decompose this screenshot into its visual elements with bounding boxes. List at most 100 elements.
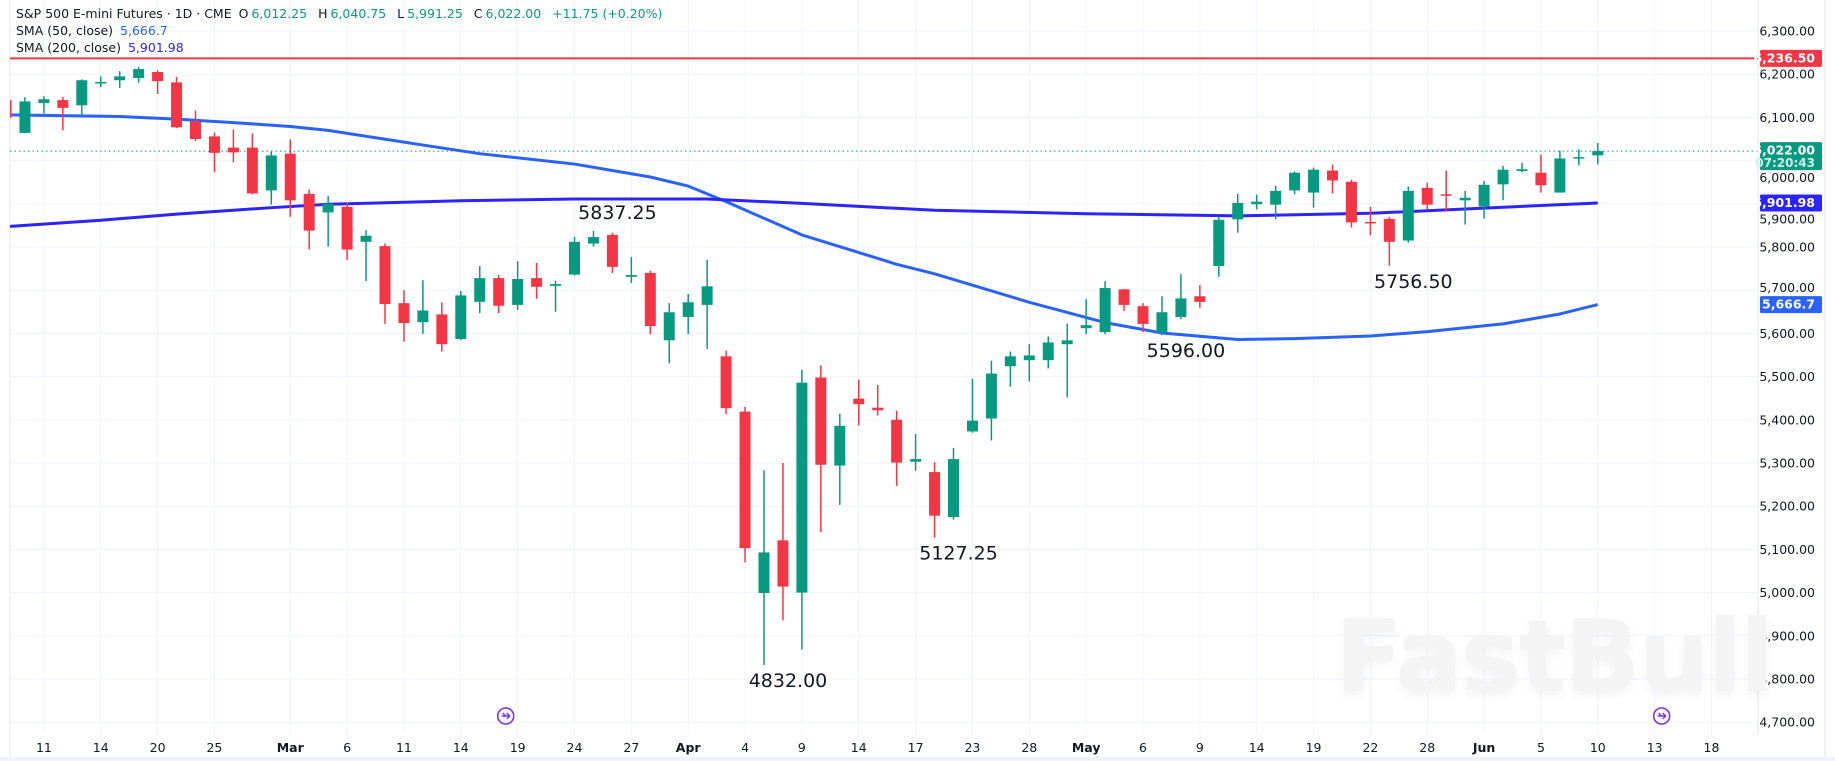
candle[interactable] — [76, 79, 88, 116]
candle[interactable] — [1042, 336, 1054, 369]
candle[interactable] — [322, 196, 334, 247]
candle[interactable] — [227, 129, 239, 163]
sma200-line[interactable] — [6, 197, 1598, 228]
candle[interactable] — [1440, 170, 1452, 212]
candle[interactable] — [379, 243, 391, 324]
candle[interactable] — [133, 66, 145, 83]
sma50-price-tag: 5,666.7 — [1760, 296, 1822, 314]
event-arrow-icon[interactable] — [496, 707, 515, 725]
candle[interactable] — [38, 96, 50, 114]
candle[interactable] — [1175, 274, 1187, 320]
candle[interactable] — [152, 70, 164, 95]
candle[interactable] — [587, 230, 599, 247]
candle[interactable] — [303, 189, 315, 250]
candle[interactable] — [796, 369, 808, 650]
candle[interactable] — [1023, 344, 1035, 382]
candle[interactable] — [417, 280, 429, 334]
candle[interactable] — [758, 470, 770, 666]
candle[interactable] — [815, 365, 827, 533]
candle[interactable] — [265, 151, 277, 205]
candle[interactable] — [1535, 154, 1547, 193]
candle[interactable] — [284, 139, 296, 217]
candle[interactable] — [1213, 216, 1225, 277]
candle[interactable] — [966, 378, 978, 433]
candle[interactable] — [720, 350, 732, 415]
candle[interactable] — [1554, 150, 1566, 193]
candle[interactable] — [550, 280, 562, 312]
candle[interactable] — [872, 384, 884, 416]
candle[interactable] — [853, 379, 865, 426]
candle[interactable] — [398, 290, 410, 342]
candle[interactable] — [1289, 171, 1301, 195]
candle[interactable] — [929, 462, 941, 538]
candle[interactable] — [1383, 216, 1395, 266]
event-arrow-icon[interactable] — [1652, 707, 1671, 725]
candle[interactable] — [1137, 303, 1149, 333]
candle[interactable] — [190, 110, 201, 142]
candle[interactable] — [891, 410, 903, 486]
candle[interactable] — [1308, 167, 1320, 208]
candle[interactable] — [1592, 142, 1604, 165]
sma50-line[interactable] — [6, 113, 1599, 341]
symbol-ohlc-row[interactable]: S&P 500 E-mini Futures · 1D · CME O 6,012… — [16, 5, 669, 22]
candle[interactable] — [208, 132, 220, 173]
candle[interactable] — [1118, 288, 1130, 311]
candle[interactable] — [1080, 299, 1092, 335]
candle[interactable] — [171, 76, 183, 129]
indicator-sma50[interactable]: SMA (50, close) 5,666.7 — [16, 22, 669, 39]
candle[interactable] — [569, 237, 580, 276]
candle[interactable] — [1478, 180, 1490, 219]
candle[interactable] — [1061, 323, 1073, 398]
candle[interactable] — [512, 261, 524, 311]
candle[interactable] — [1270, 185, 1282, 220]
candle[interactable] — [663, 303, 675, 364]
candle[interactable] — [948, 447, 959, 520]
candle[interactable] — [474, 266, 486, 314]
candle[interactable] — [246, 133, 258, 195]
candle[interactable] — [910, 434, 922, 471]
candle[interactable] — [1156, 296, 1168, 336]
candle[interactable] — [1099, 281, 1111, 335]
candle[interactable] — [114, 71, 126, 89]
candle[interactable] — [1497, 165, 1509, 201]
candle[interactable] — [739, 406, 751, 563]
candle[interactable] — [57, 97, 69, 131]
candle[interactable] — [95, 76, 107, 88]
candle[interactable] — [1194, 285, 1206, 308]
candle[interactable] — [777, 463, 789, 621]
candle-body — [1364, 221, 1376, 224]
candle[interactable] — [701, 259, 713, 349]
candle[interactable] — [1573, 149, 1585, 166]
candle[interactable] — [1421, 182, 1433, 210]
candle[interactable] — [1459, 190, 1471, 225]
candle[interactable] — [1364, 206, 1376, 236]
candle-body — [76, 80, 88, 106]
candle[interactable] — [625, 256, 637, 283]
candle[interactable] — [19, 97, 31, 133]
candle[interactable] — [1345, 179, 1357, 228]
indicator-sma200[interactable]: SMA (200, close) 5,901.98 — [16, 39, 669, 56]
candle[interactable] — [531, 262, 543, 299]
candle[interactable] — [644, 270, 656, 335]
candle[interactable] — [1, 99, 12, 119]
plot-area[interactable]: 5837.25 4832.00 5127.25 5596.00 5756.50 — [1, 57, 1759, 692]
candle[interactable] — [1516, 162, 1528, 173]
price-axis[interactable]: 6,300.00 6,200.00 6,100.00 6,000.00 5,900.00… — [1759, 24, 1815, 730]
candle-body — [1345, 181, 1357, 223]
candle[interactable] — [1004, 351, 1016, 387]
candle[interactable] — [606, 232, 618, 273]
candle[interactable] — [493, 275, 505, 314]
candle[interactable] — [1402, 186, 1414, 243]
candle[interactable] — [1232, 193, 1244, 233]
candle[interactable] — [341, 202, 353, 260]
candle[interactable] — [1327, 164, 1338, 194]
candle[interactable] — [682, 294, 694, 335]
candle[interactable] — [455, 291, 467, 340]
candle[interactable] — [436, 302, 448, 352]
candle[interactable] — [360, 230, 372, 282]
candle[interactable] — [834, 413, 846, 505]
candle[interactable] — [985, 360, 997, 441]
time-axis[interactable]: 11 14 20 25 Mar 6 11 14 19 24 27 Apr 4 9 14 17 23 28 May 6 9… — [36, 707, 1720, 755]
candle[interactable] — [1251, 194, 1263, 210]
